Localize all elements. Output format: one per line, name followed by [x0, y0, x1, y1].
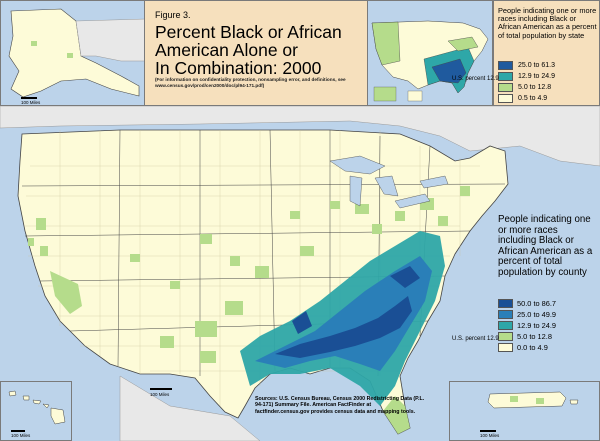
state-legend-row: 5.0 to 12.8 — [498, 83, 598, 93]
main-scale-label: 100 Miles — [150, 392, 170, 397]
legend-swatch — [498, 72, 513, 81]
legend-swatch — [498, 343, 513, 352]
state-legend-title: People indicating one or more races incl… — [498, 6, 597, 40]
legend-label: 5.0 to 12.8 — [518, 84, 552, 91]
puerto-rico-scale-label: 100 Miles — [480, 433, 500, 438]
great-lakes — [329, 155, 449, 209]
darkest-county-region — [275, 266, 420, 358]
state-choropleth — [371, 20, 489, 102]
title-line-1: Percent Black or African — [155, 22, 342, 42]
state-borders — [21, 129, 506, 377]
state-legend: People indicating one or more races incl… — [493, 0, 600, 106]
state-legend-row: 12.9 to 24.9 — [498, 72, 598, 82]
light-green-counties — [28, 186, 470, 363]
alaska-scale-label: 100 Miles — [21, 100, 41, 105]
source-note: Sources: U.S. Census Bureau, Census 2000… — [255, 396, 425, 415]
state-us-percent-label: U.S. percent 12.9 — [452, 76, 499, 82]
alaska-inset: 100 Miles — [0, 0, 145, 106]
title-block: Figure 3. Percent Black or African Ameri… — [145, 0, 367, 106]
title-line-2: American Alone or — [155, 40, 298, 60]
hawaii-map — [8, 390, 66, 425]
figure-label: Figure 3. — [155, 10, 191, 20]
legend-label: 0.0 to 4.9 — [517, 343, 548, 352]
hawaii-scale-bar — [11, 430, 25, 432]
legend-swatch — [498, 94, 513, 103]
county-legend-row: 25.0 to 49.9 — [498, 310, 598, 320]
title-line-3: In Combination: 2000 — [155, 58, 322, 78]
legend-label: 25.0 to 49.9 — [517, 310, 557, 319]
county-legend-row: 5.0 to 12.8 — [498, 332, 598, 342]
alaska-scale-bar — [21, 97, 37, 99]
county-legend-row: 50.0 to 86.7 — [498, 299, 598, 309]
state-legend-row: 0.5 to 4.9 — [498, 94, 598, 104]
legend-swatch — [498, 310, 513, 319]
county-choropleth — [0, 106, 600, 441]
legend-label: 12.9 to 24.9 — [517, 321, 557, 330]
hawaii-inset: 100 Miles — [0, 381, 72, 441]
puerto-rico-scale-bar — [480, 430, 496, 432]
alaska-map — [8, 8, 144, 98]
county-us-percent-label: U.S. percent 12.9 — [452, 336, 499, 342]
definitions-note: (For information on confidentiality prot… — [155, 77, 346, 88]
legend-swatch — [498, 321, 513, 330]
hawaii-scale-label: 100 Miles — [11, 433, 31, 438]
legend-label: 5.0 to 12.8 — [517, 332, 552, 341]
legend-swatch — [498, 332, 513, 341]
county-legend: People indicating one or more races incl… — [449, 214, 599, 365]
legend-swatch — [498, 299, 513, 308]
state-legend-row: 25.0 to 61.3 — [498, 61, 598, 71]
county-legend-title: People indicating one or more races incl… — [498, 214, 593, 278]
puerto-rico-map — [487, 391, 579, 409]
legend-label: 0.5 to 4.9 — [518, 95, 548, 102]
puerto-rico-inset: 100 Miles — [449, 381, 600, 441]
legend-label: 12.9 to 24.9 — [518, 73, 555, 80]
main-scale-bar — [150, 388, 172, 390]
state-map-inset — [367, 0, 493, 106]
legend-swatch — [498, 83, 513, 92]
legend-label: 50.0 to 86.7 — [517, 299, 557, 308]
county-legend-row: 0.0 to 4.9 — [498, 343, 598, 353]
main-county-map: 100 Miles — [0, 106, 600, 441]
legend-label: 25.0 to 61.3 — [518, 62, 555, 69]
blue-county-region — [255, 256, 432, 371]
county-legend-row: 12.9 to 24.9 — [498, 321, 598, 331]
legend-swatch — [498, 61, 513, 70]
